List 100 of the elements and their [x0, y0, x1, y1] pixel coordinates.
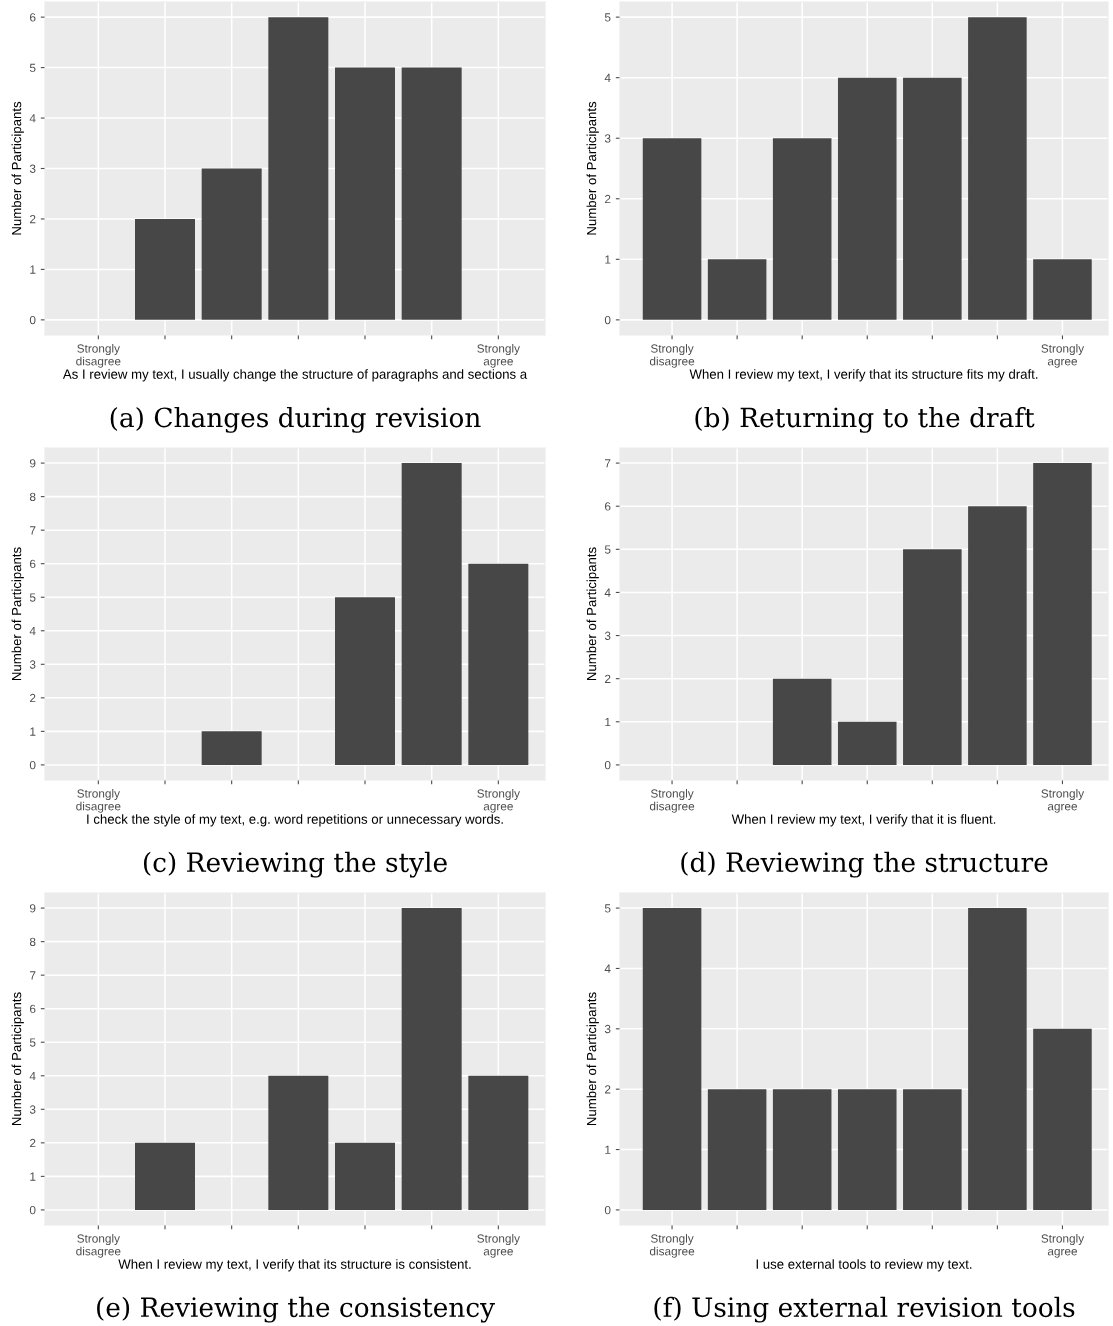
bar	[401, 908, 462, 1210]
y-tick-label: 3	[29, 1105, 36, 1114]
x-tick-label: Strongly disagree	[649, 344, 695, 368]
y-tick-label: 0	[29, 315, 36, 325]
bar	[401, 463, 462, 765]
y-tick-label: 4	[29, 626, 36, 636]
y-tick-label: 0	[29, 760, 36, 770]
y-tick-label: 3	[604, 134, 611, 143]
y-tick-label: 7	[605, 459, 611, 468]
x-axis-title: When I review my text, I verify that its structure is consistent.	[118, 1259, 471, 1272]
x-tick-label: Strongly disagree	[76, 789, 121, 813]
bar	[335, 67, 395, 320]
x-tick-label: Strongly agree	[477, 1234, 520, 1258]
y-tick-label: 5	[29, 63, 36, 72]
y-tick-label: 2	[30, 1138, 36, 1148]
y-tick-label: 6	[30, 559, 36, 569]
text: (f) Using external revision tools	[654, 1296, 1075, 1323]
y-tick-label: 2	[605, 674, 611, 683]
y-tick-label: 2	[605, 194, 611, 204]
y-tick-label: 3	[29, 164, 36, 173]
bar	[903, 77, 962, 320]
y-tick-label: 4	[29, 114, 36, 123]
y-tick-label: 6	[30, 1004, 36, 1014]
y-tick-label: 8	[29, 937, 36, 947]
bar	[135, 1142, 195, 1210]
y-tick-label: 9	[29, 459, 36, 468]
x-axis-title: I use external tools to review my text.	[756, 1259, 972, 1272]
bar	[642, 908, 702, 1210]
bar	[642, 138, 702, 320]
bar	[201, 731, 262, 765]
y-tick-label: 4	[604, 73, 611, 82]
y-tick-label: 6	[30, 13, 36, 22]
y-tick-label: 1	[30, 265, 36, 274]
x-tick-label: Strongly agree	[1041, 344, 1085, 368]
y-axis-title: Number of Participants	[11, 992, 24, 1126]
text: (c) Reviewing the style	[143, 851, 447, 878]
x-tick-label: Strongly disagree	[76, 344, 121, 368]
bar	[772, 138, 832, 320]
bar	[268, 17, 329, 320]
bar	[335, 597, 395, 765]
bar	[968, 17, 1027, 320]
y-tick-label: 1	[605, 255, 611, 264]
bar	[468, 1075, 529, 1210]
y-tick-label: 3	[29, 660, 36, 669]
bar	[837, 1089, 897, 1210]
y-tick-label: 7	[30, 971, 36, 980]
y-axis-title: Number of Participants	[586, 992, 599, 1126]
y-tick-label: 5	[29, 1038, 36, 1047]
y-tick-label: 9	[29, 904, 36, 913]
y-tick-label: 0	[604, 760, 611, 770]
bar	[707, 1089, 767, 1210]
y-axis-title: Number of Participants	[11, 101, 24, 235]
bar	[837, 721, 897, 765]
y-tick-label: 1	[605, 1145, 611, 1154]
x-tick-label: Strongly disagree	[649, 789, 695, 813]
bar	[707, 259, 767, 320]
x-axis-title: I check the style of my text, e.g. word repetitions or unnecessary words.	[87, 814, 503, 827]
x-axis-title: As I review my text, I usually change the structure of paragraphs and sections a	[62, 369, 528, 382]
x-tick-label: Strongly disagree	[76, 1234, 121, 1258]
bar	[268, 1075, 329, 1210]
y-tick-label: 0	[604, 315, 611, 325]
y-tick-label: 1	[30, 1172, 36, 1181]
y-tick-label: 4	[604, 588, 611, 597]
bar	[903, 1089, 962, 1210]
y-tick-label: 2	[30, 214, 36, 224]
text: (e) Reviewing the consistency	[97, 1296, 495, 1323]
y-tick-label: 2	[605, 1085, 611, 1094]
bar	[772, 1089, 832, 1210]
text: (a) Changes during revision	[110, 406, 481, 433]
bar	[1033, 463, 1092, 765]
y-tick-label: 6	[605, 502, 611, 511]
x-tick-label: Strongly agree	[1041, 1234, 1085, 1258]
x-tick-label: Strongly agree	[1041, 789, 1085, 813]
y-tick-label: 0	[604, 1205, 611, 1215]
y-tick-label: 0	[29, 1205, 36, 1215]
y-tick-label: 5	[604, 904, 611, 913]
bar	[903, 549, 962, 765]
x-axis-title: When I review my text, I verify that it is fluent.	[731, 814, 996, 827]
y-axis-title: Number of Participants	[11, 547, 24, 681]
y-axis-title: Number of Participants	[586, 101, 599, 235]
x-axis-title: When I review my text, I verify that its structure fits my draft.	[689, 369, 1038, 382]
bar	[837, 77, 897, 320]
y-tick-label: 1	[605, 717, 611, 727]
x-tick-label: Strongly disagree	[649, 1234, 695, 1258]
bar	[772, 678, 832, 765]
y-tick-label: 8	[29, 492, 36, 502]
bar	[968, 506, 1027, 765]
y-tick-label: 2	[30, 693, 36, 703]
text: (d) Reviewing the structure	[681, 851, 1048, 878]
bar	[401, 67, 462, 320]
bar	[968, 908, 1027, 1210]
y-axis-title: Number of Participants	[586, 547, 599, 681]
y-tick-label: 5	[604, 545, 611, 554]
y-tick-label: 1	[30, 727, 36, 736]
y-tick-label: 5	[604, 13, 611, 22]
bar	[1033, 1028, 1092, 1210]
y-tick-label: 5	[29, 593, 36, 602]
text: (b) Returning to the draft	[695, 406, 1035, 433]
bar	[335, 1142, 395, 1210]
x-tick-label: Strongly agree	[477, 344, 520, 368]
